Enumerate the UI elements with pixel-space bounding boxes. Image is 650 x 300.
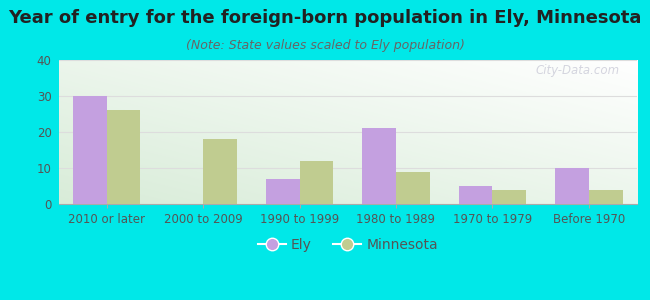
Bar (396, 172, 430, 204)
Text: City-Data.com: City-Data.com (536, 64, 619, 77)
Legend: Ely, Minnesota: Ely, Minnesota (252, 232, 443, 257)
Bar (493, 190, 526, 204)
Text: (Note: State values scaled to Ely population): (Note: State values scaled to Ely popula… (185, 39, 465, 52)
Bar (300, 161, 333, 204)
Bar (107, 110, 140, 204)
Bar (73, 96, 107, 204)
Bar (555, 168, 589, 204)
Text: Year of entry for the foreign-born population in Ely, Minnesota: Year of entry for the foreign-born popul… (8, 9, 642, 27)
Bar (459, 186, 493, 204)
Bar (266, 179, 300, 204)
Bar (362, 128, 396, 204)
Bar (589, 190, 623, 204)
Bar (203, 139, 237, 204)
